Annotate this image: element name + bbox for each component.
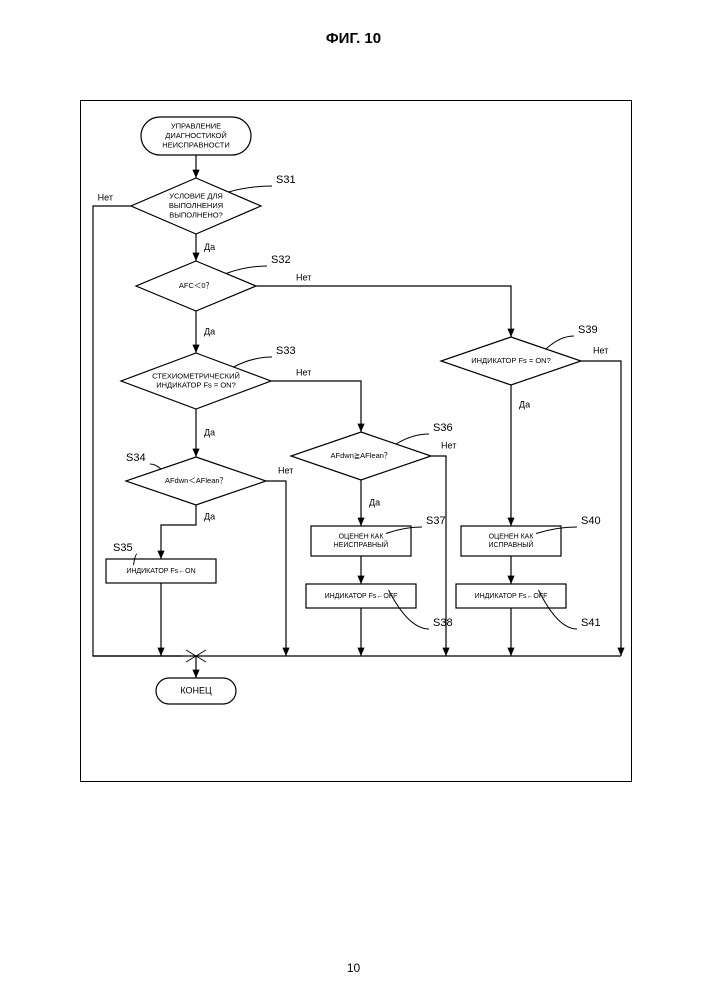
svg-text:S36: S36	[433, 422, 453, 434]
svg-text:S39: S39	[578, 324, 598, 336]
svg-text:S32: S32	[271, 254, 291, 266]
svg-text:S40: S40	[581, 515, 601, 527]
svg-text:Да: Да	[204, 511, 215, 521]
svg-text:ИНДИКАТОР Fs←OFF: ИНДИКАТОР Fs←OFF	[325, 593, 398, 600]
svg-text:S38: S38	[433, 617, 453, 629]
svg-text:ИНДИКАТОР Fs = ON?: ИНДИКАТОР Fs = ON?	[471, 356, 551, 365]
svg-text:ИНДИКАТОР Fs = ON?: ИНДИКАТОР Fs = ON?	[156, 381, 236, 390]
svg-text:Да: Да	[204, 326, 215, 336]
page-number: 10	[0, 961, 707, 975]
svg-text:ИНДИКАТОР Fs←OFF: ИНДИКАТОР Fs←OFF	[475, 593, 548, 600]
svg-text:Нет: Нет	[296, 367, 311, 377]
svg-text:S41: S41	[581, 617, 601, 629]
flowchart-frame: УПРАВЛЕНИЕДИАГНОСТИКОЙНЕИСПРАВНОСТИ УСЛОВ…	[80, 100, 632, 782]
svg-text:S35: S35	[113, 542, 133, 554]
svg-text:ОЦЕНЕН КАК: ОЦЕНЕН КАК	[489, 533, 535, 540]
svg-text:S31: S31	[276, 174, 296, 186]
svg-text:НЕИСПРАВНЫЙ: НЕИСПРАВНЫЙ	[334, 540, 389, 549]
svg-text:Нет: Нет	[98, 192, 113, 202]
svg-text:ИНДИКАТОР Fs←ON: ИНДИКАТОР Fs←ON	[126, 568, 195, 575]
svg-text:УСЛОВИЕ ДЛЯ: УСЛОВИЕ ДЛЯ	[169, 192, 223, 201]
figure-title: ФИГ. 10	[0, 30, 707, 47]
svg-text:Нет: Нет	[441, 440, 456, 450]
svg-text:ОЦЕНЕН КАК: ОЦЕНЕН КАК	[339, 533, 385, 540]
svg-text:ДИАГНОСТИКОЙ: ДИАГНОСТИКОЙ	[165, 131, 226, 140]
svg-text:Да: Да	[369, 497, 380, 507]
svg-text:Да: Да	[204, 427, 215, 437]
svg-text:УПРАВЛЕНИЕ: УПРАВЛЕНИЕ	[171, 122, 221, 131]
svg-text:ВЫПОЛНЕНО?: ВЫПОЛНЕНО?	[169, 210, 223, 219]
svg-text:S34: S34	[126, 452, 146, 464]
svg-text:Нет: Нет	[296, 272, 311, 282]
svg-text:AFC＜0？: AFC＜0？	[179, 281, 213, 290]
svg-text:Нет: Нет	[593, 345, 608, 355]
svg-text:Да: Да	[519, 399, 530, 409]
svg-text:ИСПРАВНЫЙ: ИСПРАВНЫЙ	[489, 540, 534, 549]
svg-text:ВЫПОЛНЕНИЯ: ВЫПОЛНЕНИЯ	[169, 201, 223, 210]
svg-text:КОНЕЦ: КОНЕЦ	[180, 685, 212, 695]
svg-text:S33: S33	[276, 345, 296, 357]
svg-text:СТЕХИОМЕТРИЧЕСКИЙ: СТЕХИОМЕТРИЧЕСКИЙ	[152, 371, 240, 380]
svg-text:AFdwn≧AFlean？: AFdwn≧AFlean？	[331, 451, 392, 460]
svg-text:Да: Да	[204, 242, 215, 252]
svg-text:НЕИСПРАВНОСТИ: НЕИСПРАВНОСТИ	[162, 140, 230, 149]
svg-text:Нет: Нет	[278, 465, 293, 475]
flowchart-svg: УПРАВЛЕНИЕДИАГНОСТИКОЙНЕИСПРАВНОСТИ УСЛОВ…	[81, 101, 631, 781]
svg-text:AFdwn＜AFlean？: AFdwn＜AFlean？	[165, 476, 227, 485]
svg-text:S37: S37	[426, 515, 446, 527]
page: ФИГ. 10 УПРАВЛЕНИЕДИАГНОСТИКОЙНЕИСПРАВНО…	[0, 0, 707, 1000]
